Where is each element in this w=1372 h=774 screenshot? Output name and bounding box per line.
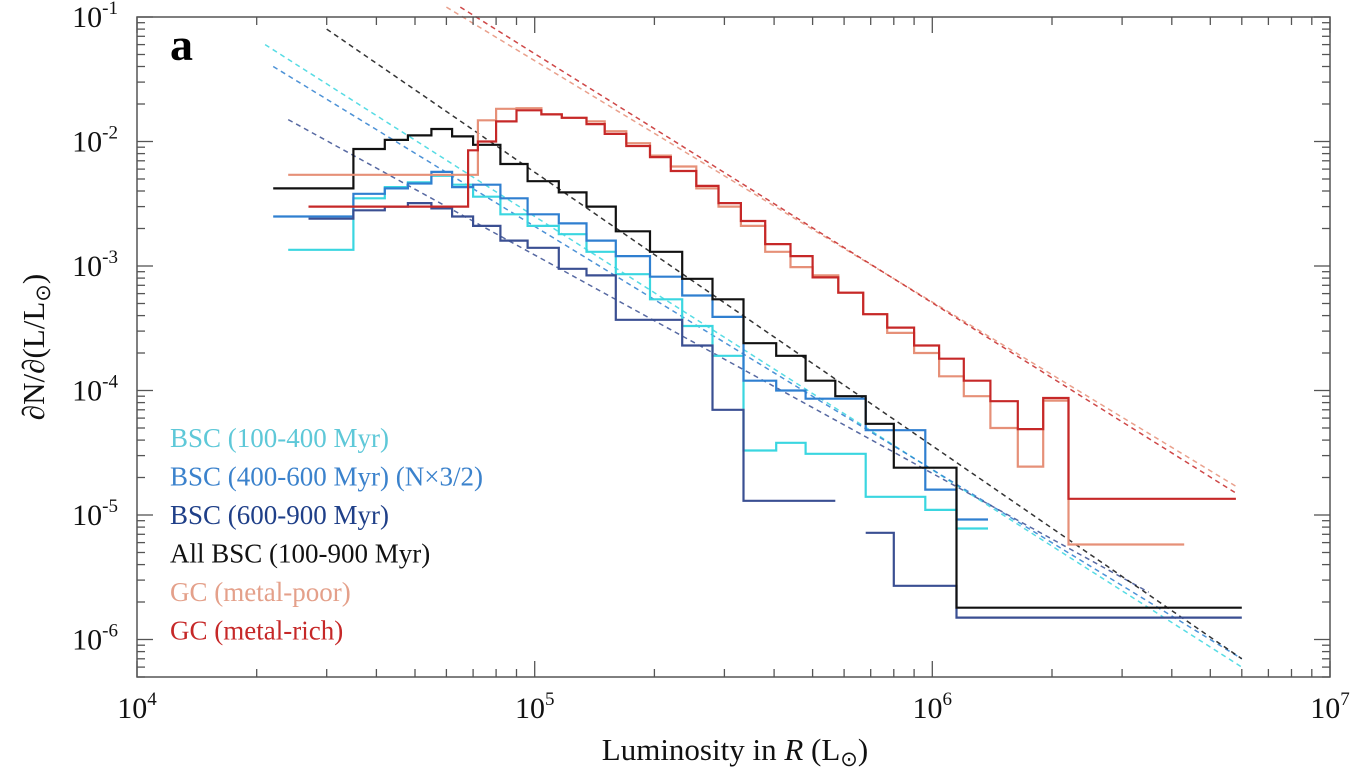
legend-entry-2: BSC (600-900 Myr) (170, 500, 389, 530)
plot-frame (136, 16, 1331, 678)
legend-entry-0: BSC (100-400 Myr) (170, 423, 389, 453)
fit-line-4 (446, 6, 1237, 487)
x-tick-label: 105 (515, 689, 555, 725)
y-tick-label: 10-3 (72, 247, 118, 283)
y-tick-label: 10-1 (72, 0, 118, 34)
y-tick-label: 10-2 (72, 123, 118, 159)
y-tick-label: 10-6 (72, 621, 118, 657)
x-tick-label: 107 (1310, 689, 1350, 725)
x-axis-title: Luminosity in R (L⊙) (602, 732, 868, 771)
y-tick-label: 10-4 (72, 372, 118, 408)
fit-line-0 (264, 43, 1243, 668)
series-line-5 (308, 109, 1236, 500)
fit-line-1 (272, 65, 1243, 660)
legend-entry-4: GC (metal-poor) (170, 577, 351, 607)
fit-line-3 (326, 28, 1243, 660)
legend-entry-1: BSC (400-600 Myr) (N×3/2) (170, 462, 483, 492)
y-axis-title: ∂N/∂(L/L⊙) (16, 274, 55, 420)
data-series (273, 107, 1242, 619)
x-tick-label: 106 (913, 689, 953, 725)
series-line-2 (308, 202, 1242, 619)
y-tick-label: 10-5 (72, 496, 118, 532)
series-line-1 (273, 170, 988, 521)
x-tick-label: 104 (117, 689, 157, 725)
panel-label: a (170, 19, 193, 70)
legend-entry-3: All BSC (100-900 Myr) (170, 539, 430, 569)
legend-entry-5: GC (metal-rich) (170, 616, 343, 646)
series-line-3 (273, 127, 1242, 609)
axes: 104 105 106 107 10-6 10-5 10-4 10-3 10-2 10-1 (72, 0, 1350, 725)
legend: BSC (100-400 Myr) BSC (400-600 Myr) (N×3/… (170, 423, 483, 646)
